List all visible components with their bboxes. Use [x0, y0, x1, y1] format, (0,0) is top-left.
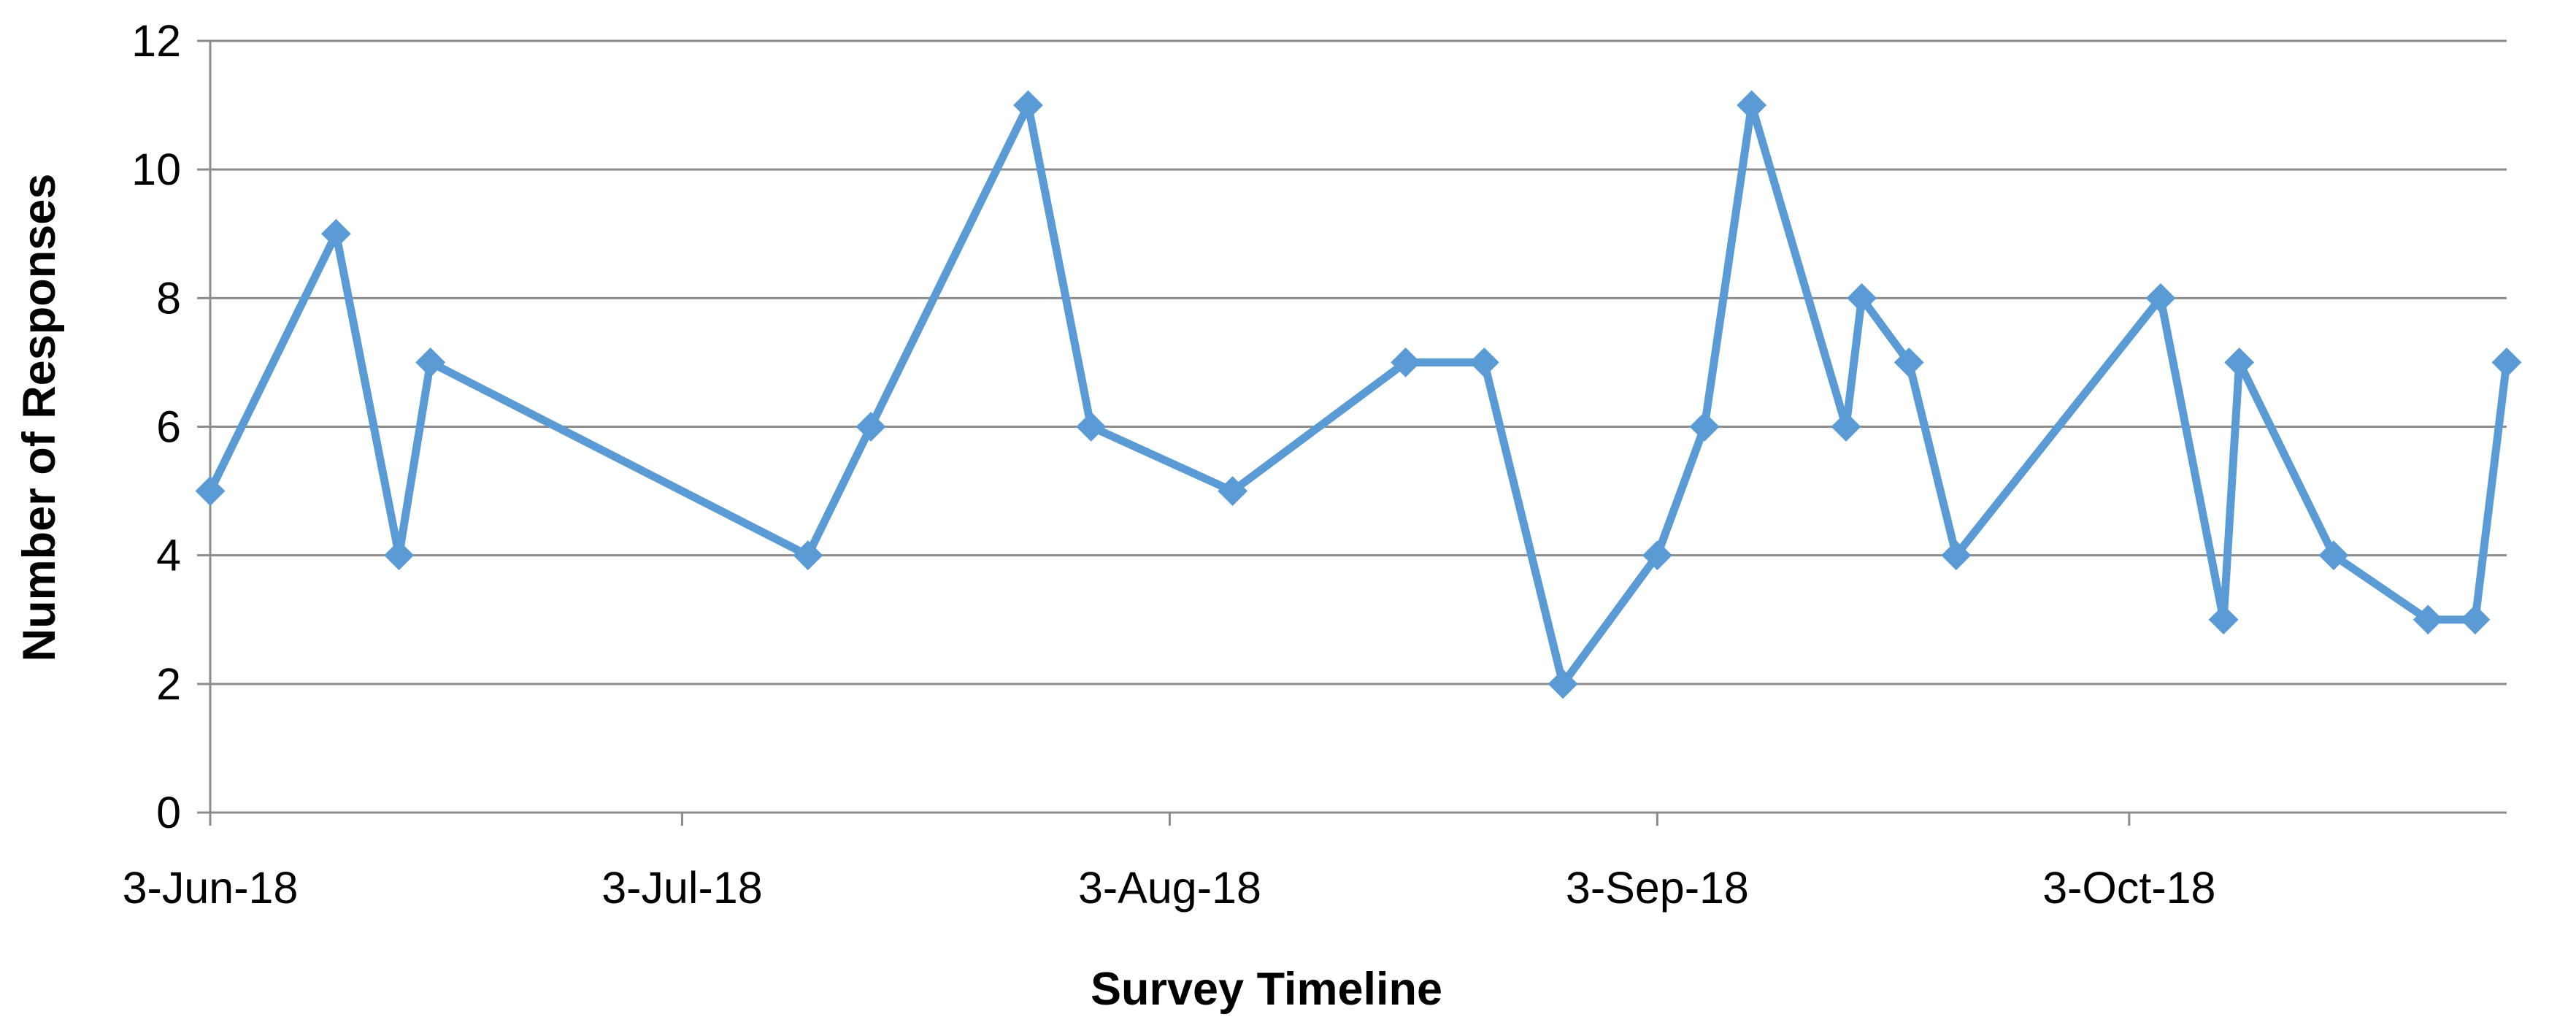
x-tick-label: 3-Aug-18 [1078, 863, 1261, 913]
data-point-marker [2208, 604, 2239, 635]
x-tick-label: 3-Oct-18 [2042, 863, 2215, 913]
data-point-marker [1391, 348, 1421, 377]
y-tick-label: 12 [131, 16, 181, 66]
y-axis-title: Number of Responses [14, 174, 65, 662]
data-point-marker [2491, 348, 2522, 377]
data-point-marker [1469, 348, 1499, 377]
y-tick-label: 6 [156, 402, 181, 452]
y-tick-label: 10 [131, 145, 181, 194]
data-point-marker [384, 540, 414, 571]
data-series [195, 90, 2522, 699]
data-point-marker [1547, 669, 1578, 699]
data-point-marker [2460, 604, 2491, 635]
y-tick-label: 4 [156, 531, 181, 580]
x-tick-label: 3-Jun-18 [123, 863, 299, 913]
data-point-marker [1941, 540, 1972, 571]
data-point-marker [1737, 90, 1767, 120]
data-point-marker [1642, 540, 1672, 571]
data-point-marker [195, 476, 226, 506]
data-point-marker [2145, 283, 2176, 313]
data-point-marker [2224, 348, 2255, 377]
data-point-marker [856, 412, 886, 442]
data-point-marker [415, 348, 446, 377]
y-tick-label: 0 [156, 788, 181, 837]
x-axis-title: Survey Timeline [1091, 964, 1442, 1015]
y-tick-label: 8 [156, 273, 181, 323]
data-point-marker [2412, 604, 2443, 635]
data-point-marker [1893, 348, 1924, 377]
data-point-marker [1689, 412, 1720, 442]
data-point-marker [1013, 90, 1043, 120]
data-point-marker [2318, 540, 2349, 571]
x-tick-label: 3-Jul-18 [601, 863, 762, 913]
data-point-marker [1831, 412, 1861, 442]
x-tick-label: 3-Sep-18 [1566, 863, 1749, 913]
y-tick-label: 2 [156, 659, 181, 709]
data-point-marker [320, 218, 351, 249]
series-line [206, 101, 2511, 688]
axes [197, 39, 2507, 826]
data-point-marker [1847, 283, 1877, 313]
gridlines [210, 39, 2507, 686]
data-point-marker [793, 540, 823, 571]
data-point-marker [1218, 476, 1248, 506]
tick-labels: 0 2 4 6 8 10 12 3-Jun-18 3-Jul-18 3-Aug-18 3-Sep-1… [123, 16, 2216, 913]
data-point-marker [1076, 412, 1107, 442]
